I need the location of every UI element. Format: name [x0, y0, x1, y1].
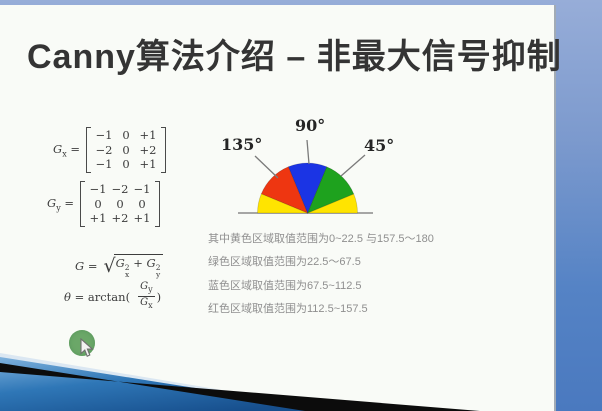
matrix-cell: 0 — [122, 128, 130, 142]
leader-line-135 — [254, 155, 279, 179]
sector-blue — [287, 162, 328, 215]
matrix-cell: −1 — [133, 182, 151, 196]
matrix-bracket — [155, 181, 161, 227]
matrix-cell: +1 — [139, 157, 157, 171]
mouse-cursor-icon — [80, 338, 94, 357]
matrix-cell: 0 — [122, 142, 130, 157]
angle-sector-diagram — [238, 139, 373, 215]
presentation-slide: Canny算法介绍 – 非最大信号抑制 Gx = −1 0 +1 −2 0 +2… — [0, 5, 561, 411]
sector-red — [260, 166, 309, 214]
note-yellow-range: 其中黄色区域取值范围为0~22.5 与157.5～180 — [208, 233, 434, 245]
angle-label-135: 135° — [221, 135, 263, 154]
angle-label-90: 90° — [295, 116, 326, 135]
matrix-cell: −1 — [95, 157, 113, 171]
gy-matrix: −1 −2 −1 0 0 0 +1 +2 +1 — [85, 181, 155, 227]
matrix-cell: +1 — [133, 211, 151, 225]
matrix-cell: −2 — [111, 182, 129, 196]
sqrt-symbol: √ — [103, 254, 116, 277]
gx-matrix: −1 0 +1 −2 0 +2 −1 0 +1 — [91, 127, 161, 173]
formula-gy: Gy = −1 −2 −1 0 0 0 +1 +2 +1 — [47, 181, 161, 227]
color-range-notes: 其中黄色区域取值范围为0~22.5 与157.5～180 绿色区域取值范围为22… — [208, 228, 434, 322]
matrix-cell: +1 — [139, 128, 157, 142]
formula-gx-label: Gx = — [53, 141, 80, 158]
matrix-bracket — [161, 127, 166, 173]
leader-line-90 — [306, 139, 310, 165]
matrix-cell: 0 — [116, 196, 124, 211]
formula-gx: Gx = −1 0 +1 −2 0 +2 −1 0 +1 — [53, 127, 166, 173]
matrix-cell: +2 — [111, 211, 129, 225]
matrix-cell: −2 — [95, 142, 113, 157]
matrix-cell: −1 — [89, 182, 107, 196]
sector-green — [306, 166, 355, 214]
matrix-cell: 0 — [138, 196, 146, 211]
matrix-cell: +2 — [139, 142, 157, 157]
fraction: Gy Gx — [138, 281, 155, 310]
theta-lhs: θ = arctan( — [64, 289, 131, 304]
leader-line-45 — [340, 154, 366, 177]
slide-corner-decoration — [0, 353, 480, 411]
matrix-bracket — [86, 127, 91, 173]
matrix-cell: −1 — [95, 128, 113, 142]
sector-yellow-left — [257, 193, 308, 214]
note-green-range: 绿色区域取值范围为22.5～67.5 — [208, 256, 361, 269]
slide-title: Canny算法介绍 – 非最大信号抑制 — [27, 38, 562, 76]
note-blue-range: 蓝色区域取值范围为67.5~112.5 — [208, 279, 362, 292]
sector-yellow-right — [307, 193, 358, 214]
matrix-bracket — [80, 181, 86, 227]
matrix-cell: 0 — [122, 157, 130, 171]
magnitude-lhs: G = — [75, 259, 98, 274]
formula-gradient-angle: θ = arctan( Gy Gx ) — [64, 281, 162, 310]
formula-gy-label: Gy = — [47, 195, 75, 212]
note-red-range: 红色区域取值范围为112.5~157.5 — [208, 303, 368, 316]
matrix-cell: +1 — [89, 211, 107, 225]
matrix-cell: 0 — [94, 196, 102, 211]
angle-label-45: 45° — [364, 136, 395, 155]
